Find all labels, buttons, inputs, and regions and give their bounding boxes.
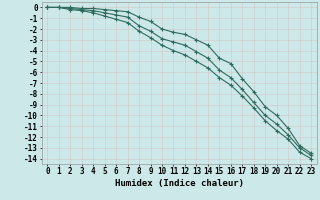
X-axis label: Humidex (Indice chaleur): Humidex (Indice chaleur) <box>115 179 244 188</box>
